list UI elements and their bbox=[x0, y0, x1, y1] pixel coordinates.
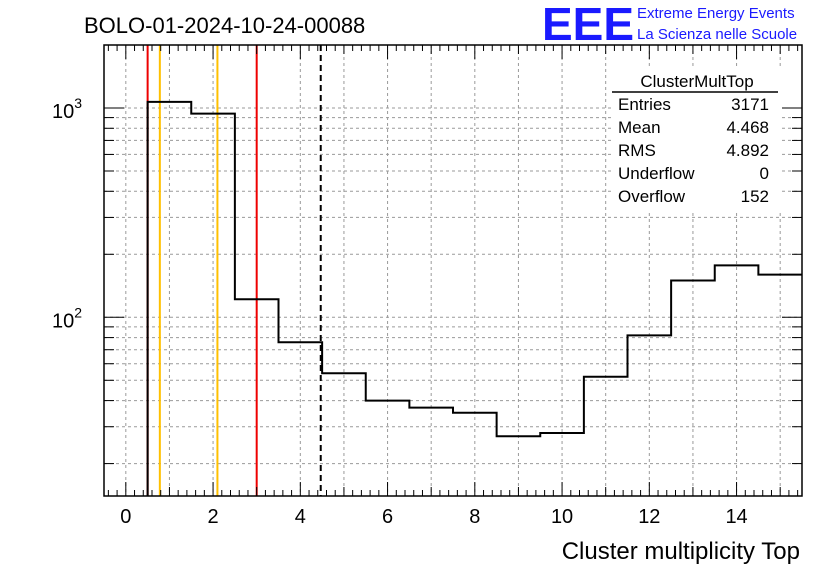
stats-value: 4.892 bbox=[726, 141, 769, 160]
logo-line2: La Scienza nelle Scuole bbox=[637, 26, 797, 43]
logo-mark: EEE bbox=[542, 0, 634, 50]
x-tick-label: 4 bbox=[295, 506, 306, 528]
stats-label: RMS bbox=[618, 141, 656, 160]
stats-value: 4.468 bbox=[726, 118, 769, 137]
logo-line1: Extreme Energy Events bbox=[637, 5, 795, 22]
stats-box: ClusterMultTop Entries 3171 Mean 4.468 RMS 4.… bbox=[612, 68, 782, 210]
chart-title: BOLO-01-2024-10-24-00088 bbox=[84, 13, 365, 38]
histogram-outline bbox=[146, 100, 802, 496]
x-tick-label: 8 bbox=[469, 506, 480, 528]
axes: 0 2 4 6 8 10 12 14 102 103 bbox=[52, 44, 803, 528]
x-tick-label: 12 bbox=[638, 506, 660, 528]
y-tick-label: 103 bbox=[52, 95, 82, 123]
x-tick-label: 2 bbox=[208, 506, 219, 528]
x-tick-label: 0 bbox=[120, 506, 131, 528]
stats-label: Mean bbox=[618, 118, 661, 137]
stats-label: Underflow bbox=[618, 164, 695, 183]
stats-value: 152 bbox=[741, 187, 769, 206]
x-tick-label: 10 bbox=[551, 506, 573, 528]
x-axis-title: Cluster multiplicity Top bbox=[562, 538, 800, 565]
histogram-series bbox=[146, 100, 802, 496]
stats-label: Overflow bbox=[618, 187, 686, 206]
stats-label: Entries bbox=[618, 95, 671, 114]
stats-name: ClusterMultTop bbox=[640, 72, 753, 91]
stats-value: 0 bbox=[760, 164, 769, 183]
y-tick-label: 102 bbox=[52, 304, 82, 332]
eee-logo: EEE Extreme Energy Events La Scienza nel… bbox=[542, 0, 797, 50]
plot-frame bbox=[103, 44, 803, 497]
x-tick-label: 14 bbox=[725, 506, 747, 528]
x-tick-label: 6 bbox=[382, 506, 393, 528]
stats-value: 3171 bbox=[731, 95, 769, 114]
